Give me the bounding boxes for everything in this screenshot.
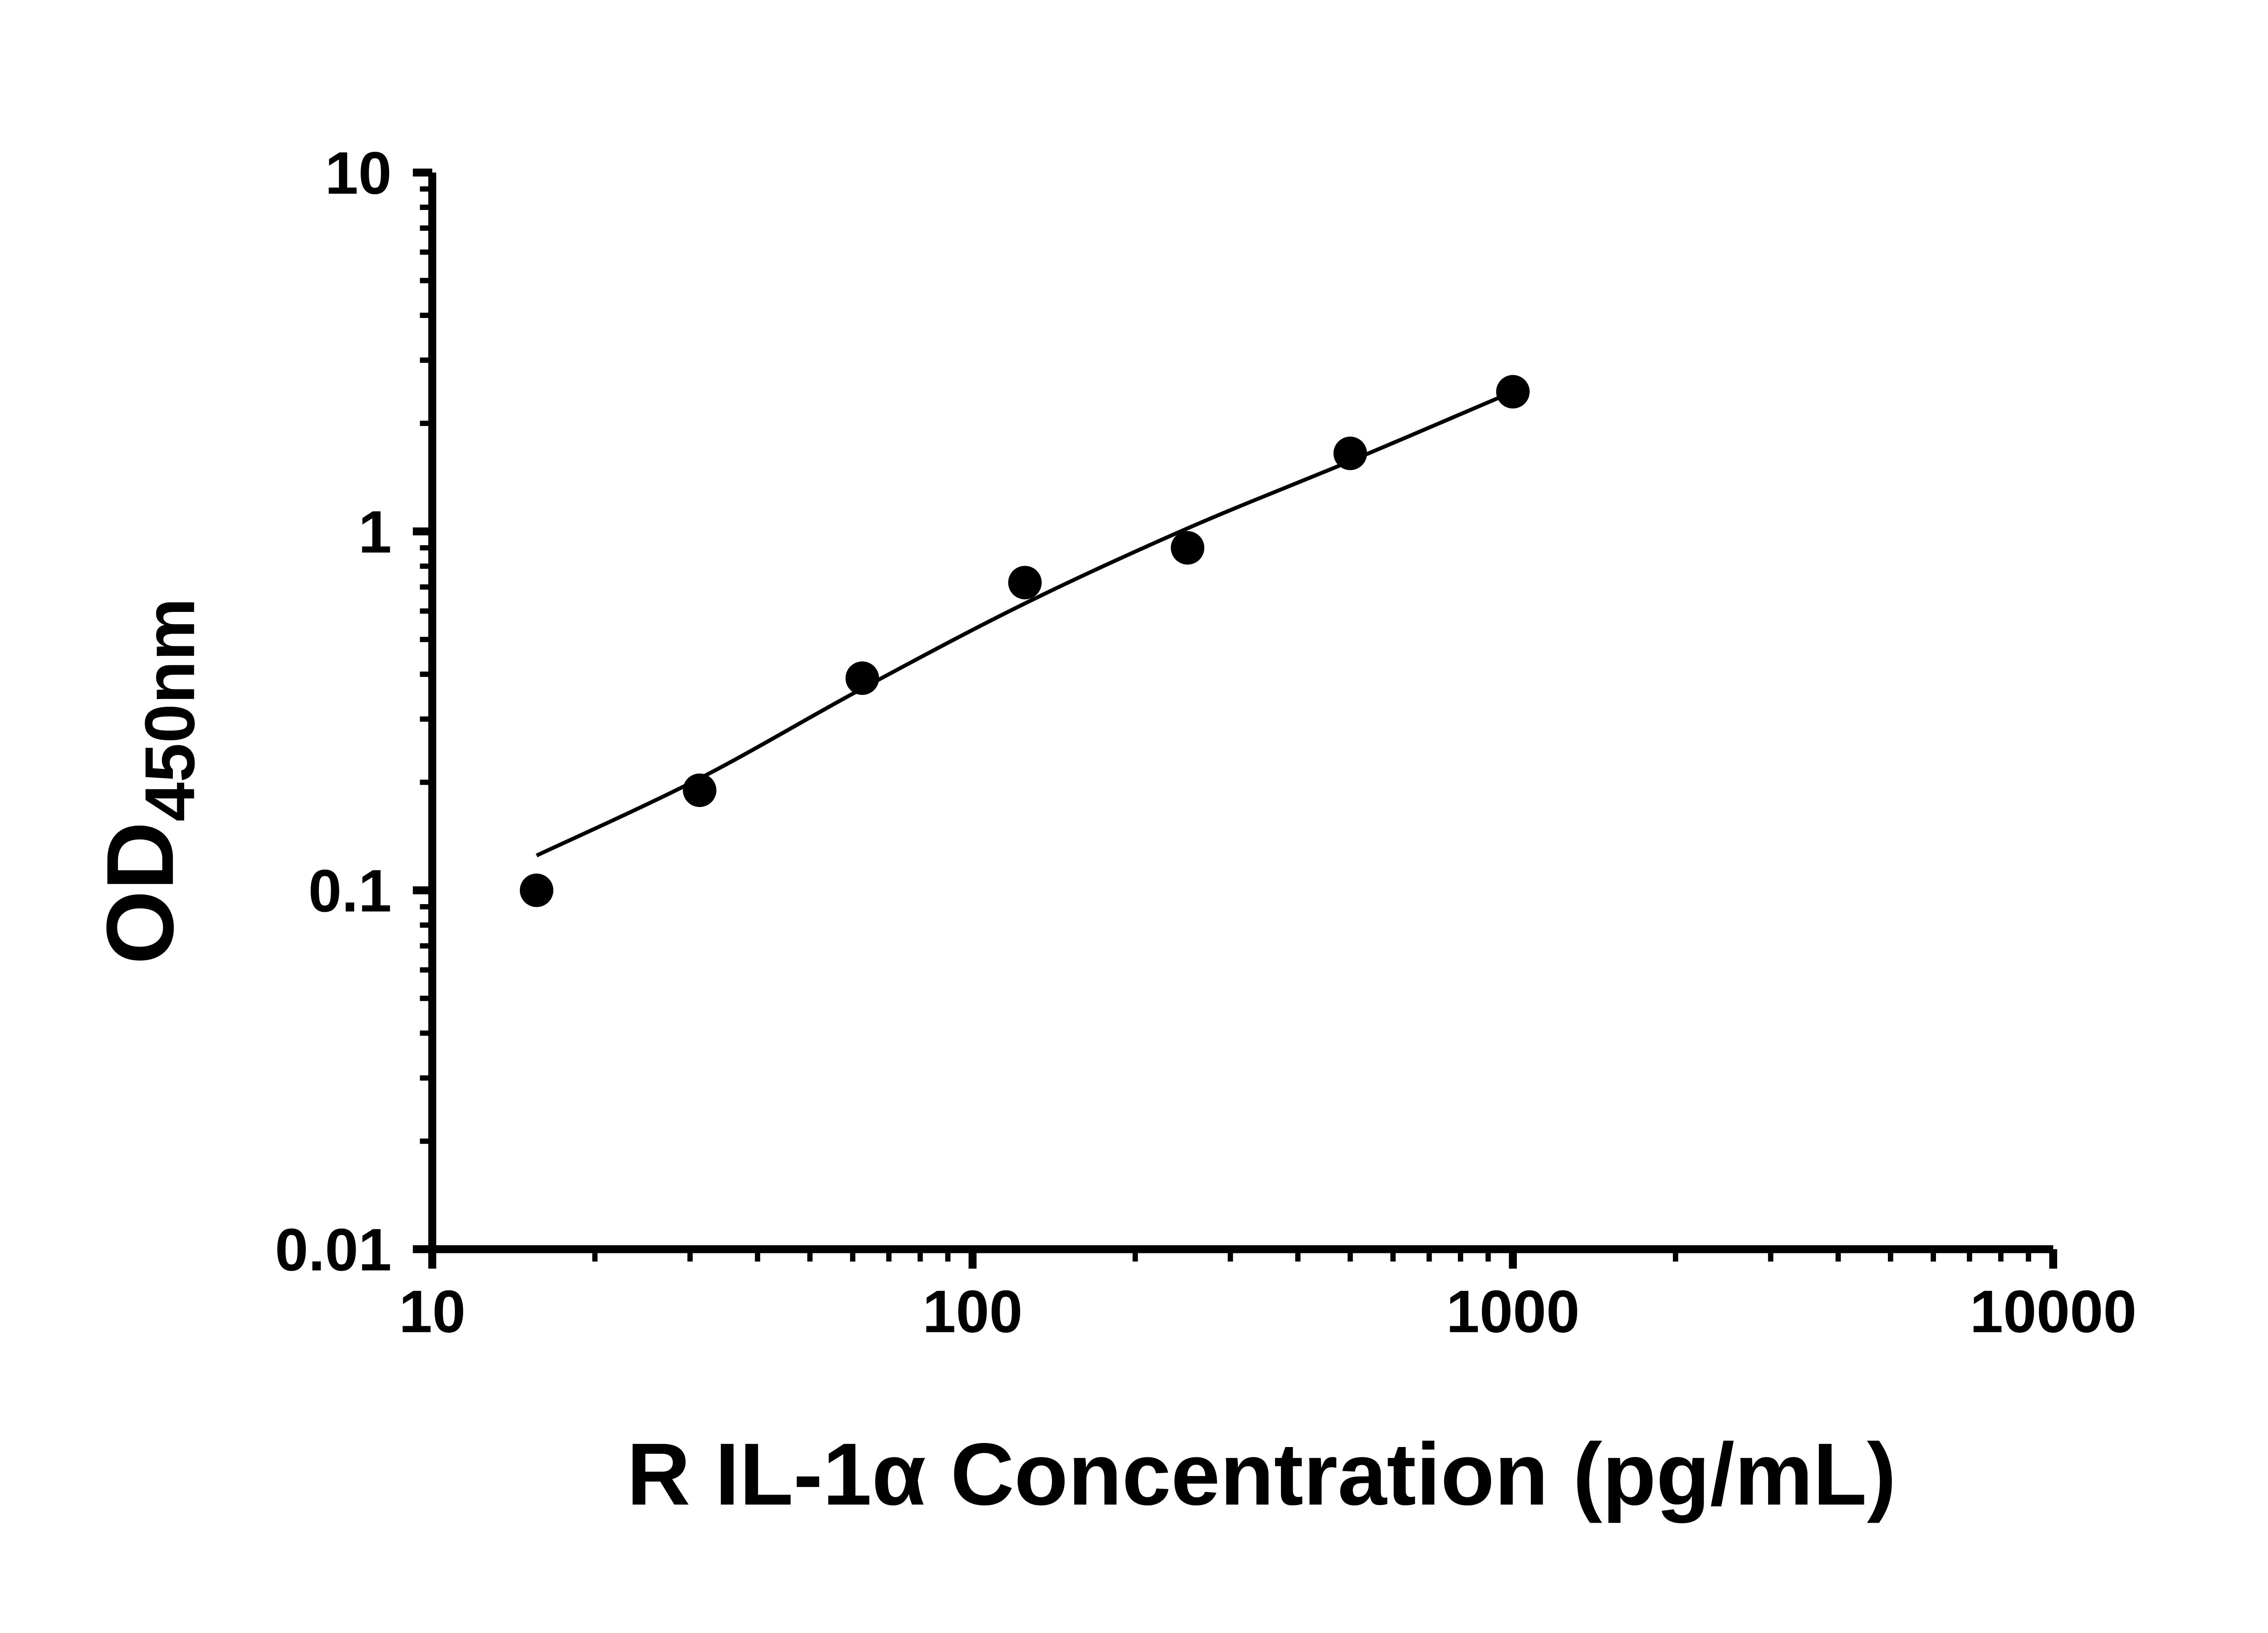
axis-lines [428,172,2053,1253]
standard-points-marker [1171,531,1205,565]
standard-points-marker [846,661,879,695]
y-tick-label: 10 [325,140,391,207]
standard-points-marker [1333,436,1367,470]
x-tick-label: 10 [399,1278,465,1345]
y-tick-label: 1 [358,499,392,566]
y-axis-title-text: OD [87,821,193,964]
x-tick-label: 10000 [1970,1278,2137,1345]
x-tick-label: 100 [923,1278,1023,1345]
standard-points-marker [520,873,553,907]
fit-curve [536,390,1514,857]
plot-area: 10 100 1000 10000 10 1 0.1 0.01 [275,140,2136,1345]
standard-points-marker [683,773,717,807]
y-tick-label: 0.1 [308,857,392,924]
standard-points-marker [1008,566,1042,600]
y-axis-title: OD450nm [87,598,209,964]
y-axis-title-subscript: 450nm [130,598,209,821]
standard-points-marker [1496,375,1530,409]
x-tick-label: 1000 [1446,1278,1579,1345]
x-axis-title: R IL-1α Concentration (pg/mL) [627,1425,1897,1524]
y-tick-label: 0.01 [275,1217,391,1284]
